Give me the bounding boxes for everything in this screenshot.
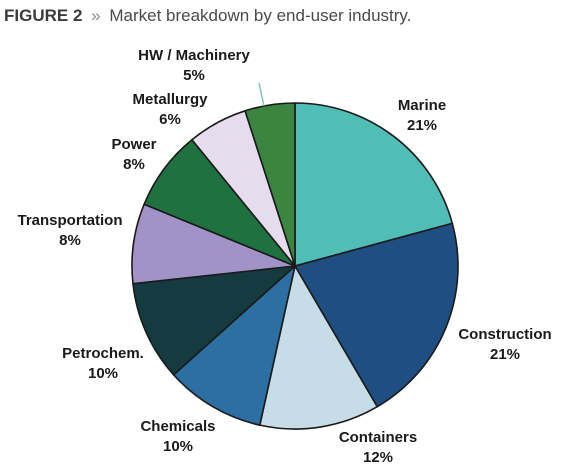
slice-label-petrochem: Petrochem. 10%: [62, 345, 144, 382]
pie-slice-petrochem: [132, 265, 296, 376]
figure-title-row: FIGURE 2 » Market breakdown by end-user …: [4, 6, 411, 26]
pie-slice-containers: [258, 265, 379, 430]
slice-label-metallurgy: Metallurgy 6%: [132, 91, 208, 128]
pie-slice-hw-machinery: [244, 102, 296, 267]
slice-label-chemicals: Chemicals 10%: [140, 418, 215, 455]
figure-label: FIGURE 2: [4, 6, 83, 25]
slice-label-power: Power 8%: [111, 136, 156, 173]
pie-slice-construction: [294, 222, 459, 408]
slice-label-marine: Marine 21%: [398, 97, 446, 134]
slice-label-containers: Containers 12%: [339, 429, 417, 466]
chart-title: Market breakdown by end-user industry.: [109, 6, 412, 25]
leader-line-hw-machinery: [258, 82, 265, 107]
pie-slice-chemicals: [172, 265, 296, 426]
slice-label-construction: Construction 21%: [458, 326, 551, 363]
pie-slice-marine: [294, 102, 454, 267]
figure-separator: »: [91, 6, 101, 25]
slice-label-hw-machinery: HW / Machinery 5%: [138, 47, 250, 84]
slice-label-transportation: Transportation 8%: [17, 212, 122, 249]
